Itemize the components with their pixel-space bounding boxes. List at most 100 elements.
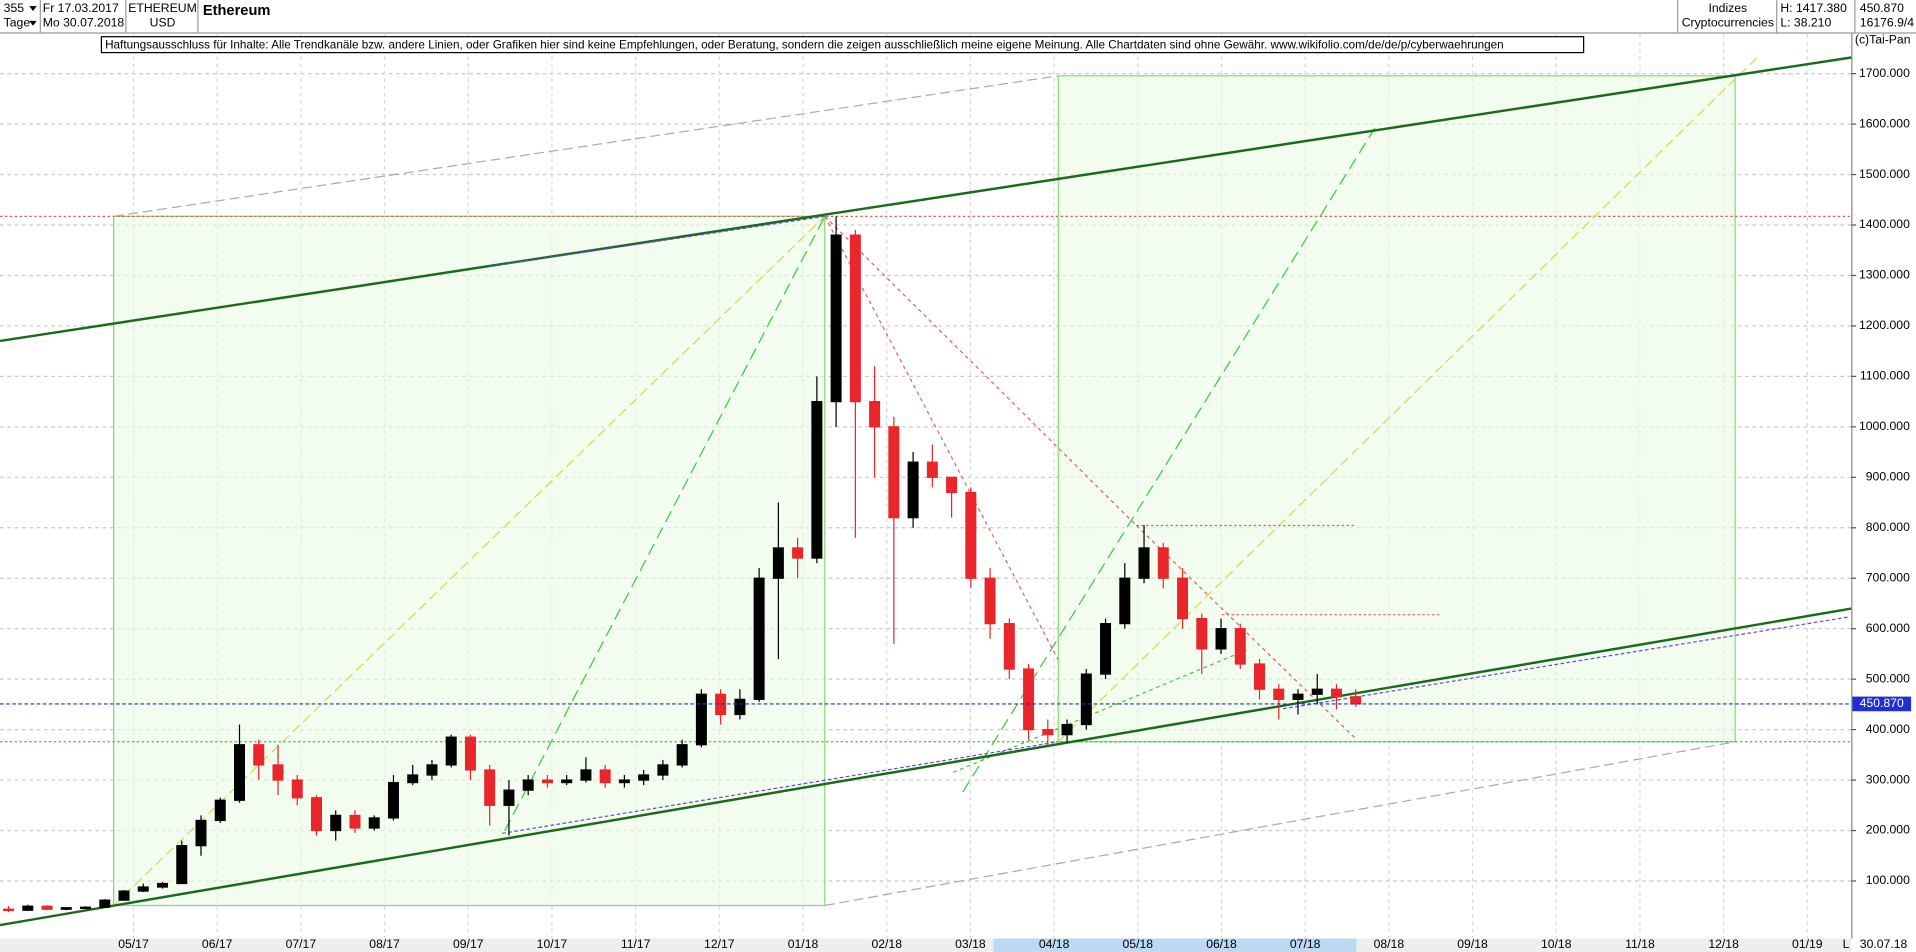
x-tick-label: 04/18 [1039,937,1070,951]
dashed-line [952,649,1247,773]
y-tick-label: 700.000 [1866,570,1910,584]
candle-body [869,401,881,428]
candle-body [1157,547,1169,579]
axis-mode[interactable]: L [1843,937,1850,951]
y-tick-label: 300.000 [1866,772,1910,786]
y-tick-label: 1400.000 [1859,217,1910,231]
last-price-label: 450.870 [1860,696,1904,710]
disclaimer: Haftungsausschluss für Inhalte: Alle Tre… [105,38,1504,51]
candle-body [272,764,284,781]
x-tick-label: 03/18 [955,937,986,951]
currency: USD [150,15,176,29]
candle-body [407,774,419,784]
y-tick-label: 200.000 [1866,823,1910,837]
candle-body [157,882,169,888]
candle-body [1350,696,1362,705]
dashed-line [1282,616,1848,710]
high-info: H: 1417.380 [1780,1,1847,15]
unit[interactable]: Tage [4,15,31,29]
dashed-line [488,215,825,268]
low-info: L: 38.210 [1780,15,1831,29]
candle-body [464,736,476,771]
trend-channel [0,56,1852,343]
axis-line [1851,33,1853,939]
candle-body [888,426,900,519]
candle-body [1254,663,1266,690]
candle-body [195,819,207,847]
candle-body [426,764,438,776]
trend-channel [0,607,1852,927]
dropdown-arrow [29,20,37,26]
candle-body [926,461,938,478]
x-axis: 05/17 06/17 07/17 08/17 09/17 10/17 11/17 12/17… [118,937,1823,951]
candle-body [41,905,53,910]
candle-body [1196,617,1208,650]
x-tick-label: 01/19 [1792,937,1823,951]
candle-body [253,744,265,766]
candle-body [1080,673,1092,726]
candle-body [676,744,688,766]
y-tick-label: 400.000 [1866,722,1910,736]
candle-body [618,779,630,784]
candle-body [1023,668,1035,731]
candle-body [137,886,149,892]
period[interactable]: 355 [4,1,25,15]
candle-body [1177,577,1189,620]
candle-body [1292,693,1304,700]
chart-title: Ethereum [203,3,271,19]
candle-body [657,764,669,776]
candle-body [753,577,765,700]
candle-body [580,769,592,781]
candle-body [849,234,861,403]
header: 355 Fr 17.03.2017 Tage Mo 30.07.2018 ETH… [0,0,1916,47]
candle-body [792,547,804,559]
x-tick-label: 10/18 [1541,937,1572,951]
y-tick-label: 900.000 [1866,470,1910,484]
candle-body [291,779,303,799]
axis-date: 30.07.18 [1860,937,1908,951]
x-tick-label: 11/18 [1625,937,1655,951]
candle-body [484,769,496,806]
candle-body [830,234,842,403]
x-tick-label: 09/18 [1457,937,1488,951]
candle-body [310,797,322,832]
x-tick-label: 07/18 [1290,937,1321,951]
candle-body [80,906,92,910]
candle-body [330,814,342,832]
candle-body [60,907,72,910]
candle-body [1138,547,1150,579]
fib-box [1057,75,1736,743]
candle-body [907,461,919,519]
candle-body [1330,688,1342,698]
y-tick-label: 500.000 [1866,671,1910,685]
x-tick-label: 02/18 [871,937,902,951]
candle-body [811,401,823,559]
y-tick-label: 600.000 [1866,621,1910,635]
annotations [0,54,1852,927]
candle-body [1215,628,1227,650]
dashed-line [113,75,1059,217]
x-tick-label: 12/17 [704,937,735,951]
x-tick-label: 09/17 [453,937,484,951]
x-axis-highlight [993,938,1357,952]
candle-body [965,491,977,579]
candle-body [1273,688,1285,700]
dashed-line [1057,54,1761,743]
dashed-line [504,216,826,832]
candle-body [1311,688,1323,695]
group: Indizes [1708,1,1747,15]
x-tick-label: 05/17 [118,937,149,951]
x-tick-label: 08/18 [1374,937,1405,951]
dashed-line [113,215,826,906]
candle-body [1042,728,1054,736]
candle-body [1119,577,1131,625]
end-date: Mo 30.07.2018 [43,15,125,29]
candle-body [984,577,996,625]
x-tick-label: 08/17 [369,937,400,951]
candle-body [561,779,573,784]
copyright: (c)Tai-Pan [1855,33,1911,47]
x-tick-label: 06/17 [202,937,233,951]
y-tick-label: 1200.000 [1859,318,1910,332]
dashed-line [824,741,1736,907]
